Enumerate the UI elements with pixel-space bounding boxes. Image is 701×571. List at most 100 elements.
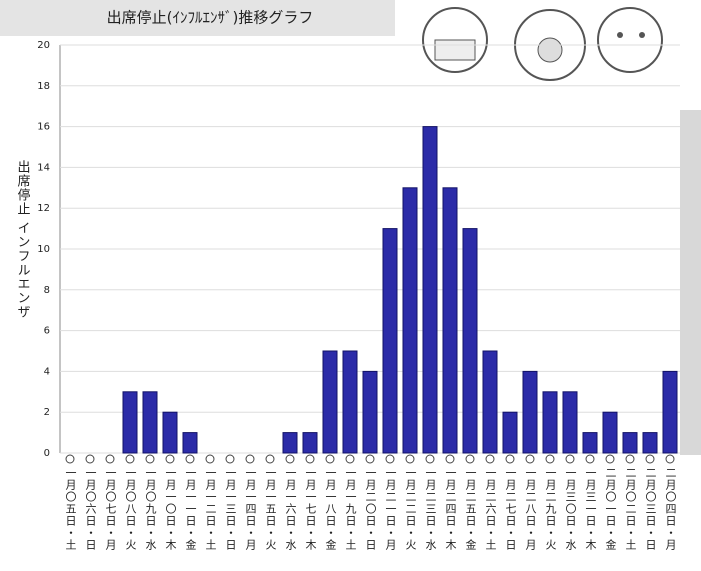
axis-marker — [226, 455, 234, 463]
axis-marker — [146, 455, 154, 463]
axis-marker — [306, 455, 314, 463]
bar — [123, 392, 137, 453]
y-tick-label: 18 — [37, 81, 50, 92]
bar — [443, 188, 457, 453]
axis-marker — [466, 455, 474, 463]
axis-marker — [86, 455, 94, 463]
x-tick-label: 一月一五日・火 — [264, 467, 277, 551]
y-tick-label: 8 — [44, 285, 50, 296]
chart-title: 出席停止(ｲﾝﾌﾙｴﾝｻﾞ)推移グラフ — [107, 9, 314, 27]
axis-marker — [486, 455, 494, 463]
bar — [583, 433, 597, 453]
bar — [283, 433, 297, 453]
axis-marker — [106, 455, 114, 463]
x-tick-label: 二月〇一日・金 — [604, 467, 617, 551]
axis-marker — [586, 455, 594, 463]
y-tick-label: 0 — [44, 448, 50, 459]
axis-marker — [386, 455, 394, 463]
side-panel — [680, 110, 701, 455]
axis-marker — [266, 455, 274, 463]
y-tick-label: 16 — [37, 122, 50, 133]
x-tick-label: 一月一六日・水 — [284, 467, 297, 551]
x-tick-label: 一月一三日・日 — [224, 467, 237, 551]
x-tick-label: 一月二八日・月 — [524, 467, 537, 551]
axis-marker — [326, 455, 334, 463]
y-tick-label: 10 — [37, 244, 50, 255]
axis-marker — [446, 455, 454, 463]
x-tick-label: 一月二三日・水 — [424, 467, 437, 551]
illustration — [410, 0, 670, 105]
bar — [483, 351, 497, 453]
axis-marker — [186, 455, 194, 463]
axis-marker — [406, 455, 414, 463]
x-tick-label: 一月二七日・日 — [504, 467, 517, 551]
bar — [183, 433, 197, 453]
axis-marker — [566, 455, 574, 463]
chart: 出席停止(ｲﾝﾌﾙｴﾝｻﾞ)推移グラフ 出席停止 インフルエンザ 0 2 4 6 8 10… — [0, 0, 701, 571]
x-tick-label: 一月二六日・土 — [484, 467, 497, 551]
axis-marker — [166, 455, 174, 463]
bar — [143, 392, 157, 453]
axis-marker — [346, 455, 354, 463]
y-tick-label: 12 — [37, 203, 50, 214]
x-tick-label: 一月〇八日・火 — [124, 467, 137, 551]
x-tick-label: 一月二九日・火 — [544, 467, 557, 551]
x-tick-label: 一月一〇日・木 — [164, 467, 177, 551]
x-tick-label: 一月二一日・月 — [384, 467, 397, 551]
x-tick-label: 一月〇六日・日 — [84, 467, 97, 551]
bar — [543, 392, 557, 453]
bar — [363, 371, 377, 453]
x-tick-label: 一月一四日・月 — [244, 467, 257, 551]
axis-marker — [126, 455, 134, 463]
bar — [323, 351, 337, 453]
bar — [403, 188, 417, 453]
axis-marker — [66, 455, 74, 463]
axis-marker — [286, 455, 294, 463]
x-tick-label: 二月〇四日・月 — [664, 467, 677, 551]
axis-marker — [366, 455, 374, 463]
y-tick-label: 6 — [44, 326, 50, 337]
bar — [623, 433, 637, 453]
bar — [383, 229, 397, 453]
y-tick-label: 2 — [44, 407, 50, 418]
x-tick-label: 一月〇九日・水 — [144, 467, 157, 551]
y-tick-label: 20 — [37, 40, 50, 51]
x-tick-label: 一月一一日・金 — [184, 467, 197, 551]
bar — [163, 412, 177, 453]
axis-marker — [526, 455, 534, 463]
axis-marker — [606, 455, 614, 463]
axis-marker — [546, 455, 554, 463]
bar — [603, 412, 617, 453]
bar — [343, 351, 357, 453]
x-tick-label: 一月一二日・土 — [204, 467, 217, 551]
axis-marker — [246, 455, 254, 463]
axis-marker — [666, 455, 674, 463]
x-tick-label: 一月三〇日・水 — [564, 467, 577, 551]
x-tick-label: 一月一七日・木 — [304, 467, 317, 551]
bar — [523, 371, 537, 453]
y-tick-label: 4 — [44, 366, 50, 377]
axis-marker — [626, 455, 634, 463]
axis-marker — [506, 455, 514, 463]
y-tick-label: 14 — [37, 162, 50, 173]
x-tick-label: 二月〇二日・土 — [624, 467, 637, 551]
x-tick-label: 一月一八日・金 — [324, 467, 337, 551]
bar — [423, 127, 437, 453]
x-tick-label: 一月一九日・土 — [344, 467, 357, 551]
bar — [643, 433, 657, 453]
x-tick-label: 一月二二日・火 — [404, 467, 417, 551]
y-axis-label: 出席停止 インフルエンザ — [15, 160, 31, 319]
bar — [463, 229, 477, 453]
x-tick-label: 一月三一日・木 — [584, 467, 597, 551]
x-tick-label: 一月二〇日・日 — [364, 467, 377, 551]
x-tick-label: 一月〇五日・土 — [64, 467, 77, 551]
bar — [663, 371, 677, 453]
bar — [303, 433, 317, 453]
bar — [563, 392, 577, 453]
x-tick-label: 一月二四日・木 — [444, 467, 457, 551]
bar — [503, 412, 517, 453]
x-tick-label: 一月二五日・金 — [464, 467, 477, 551]
axis-marker — [206, 455, 214, 463]
axis-marker — [646, 455, 654, 463]
x-tick-label: 二月〇三日・日 — [644, 467, 657, 551]
